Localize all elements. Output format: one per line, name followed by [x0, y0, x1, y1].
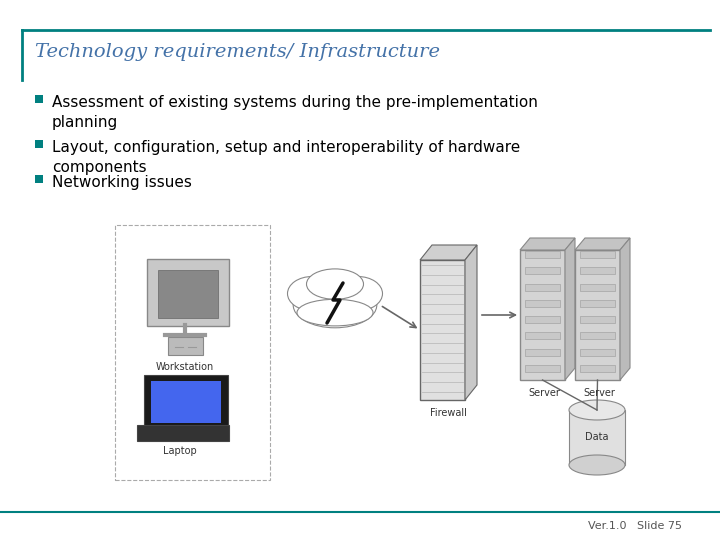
Bar	[520, 250, 565, 380]
Bar	[580, 365, 615, 372]
Text: Layout, configuration, setup and interoperability of hardware
components: Layout, configuration, setup and interop…	[52, 140, 521, 175]
Text: Assessment of existing systems during the pre-implementation
planning: Assessment of existing systems during th…	[52, 95, 538, 130]
Ellipse shape	[297, 299, 373, 326]
Bar	[525, 267, 560, 274]
Bar	[525, 316, 560, 323]
Bar	[35, 140, 43, 148]
Ellipse shape	[307, 269, 364, 299]
Polygon shape	[620, 238, 630, 380]
Bar	[151, 381, 221, 423]
Bar	[168, 337, 203, 355]
Bar	[525, 365, 560, 372]
Polygon shape	[520, 238, 575, 250]
Bar	[158, 270, 218, 318]
Bar	[35, 175, 43, 183]
Bar	[115, 225, 270, 480]
Polygon shape	[575, 238, 630, 250]
Bar	[420, 260, 465, 400]
Text: Workstation: Workstation	[156, 362, 214, 372]
Bar	[525, 333, 560, 340]
Ellipse shape	[293, 282, 377, 328]
Text: Firewall: Firewall	[430, 408, 467, 418]
Bar	[580, 267, 615, 274]
Polygon shape	[565, 238, 575, 380]
Text: Data: Data	[585, 433, 608, 442]
Text: Server: Server	[528, 388, 560, 398]
Bar	[580, 333, 615, 340]
Bar	[525, 251, 560, 258]
Text: Server: Server	[584, 388, 616, 398]
Bar	[525, 349, 560, 356]
Ellipse shape	[569, 455, 625, 475]
Polygon shape	[465, 245, 477, 400]
Text: Ver.1.0   Slide 75: Ver.1.0 Slide 75	[588, 521, 682, 531]
Polygon shape	[420, 245, 477, 260]
FancyBboxPatch shape	[144, 375, 228, 429]
Bar	[580, 251, 615, 258]
FancyBboxPatch shape	[137, 425, 229, 441]
Bar	[580, 284, 615, 291]
Bar	[580, 316, 615, 323]
Ellipse shape	[569, 400, 625, 420]
Text: Technology requirements/ Infrastructure: Technology requirements/ Infrastructure	[35, 43, 440, 61]
FancyBboxPatch shape	[147, 259, 229, 326]
Bar	[580, 300, 615, 307]
Ellipse shape	[287, 276, 337, 310]
Text: Networking issues: Networking issues	[52, 175, 192, 190]
Ellipse shape	[333, 276, 382, 310]
Text: Laptop: Laptop	[163, 446, 197, 456]
Bar	[569, 410, 625, 465]
Bar	[575, 250, 620, 380]
Bar	[525, 284, 560, 291]
Bar	[35, 95, 43, 103]
Bar	[525, 300, 560, 307]
Bar	[580, 349, 615, 356]
